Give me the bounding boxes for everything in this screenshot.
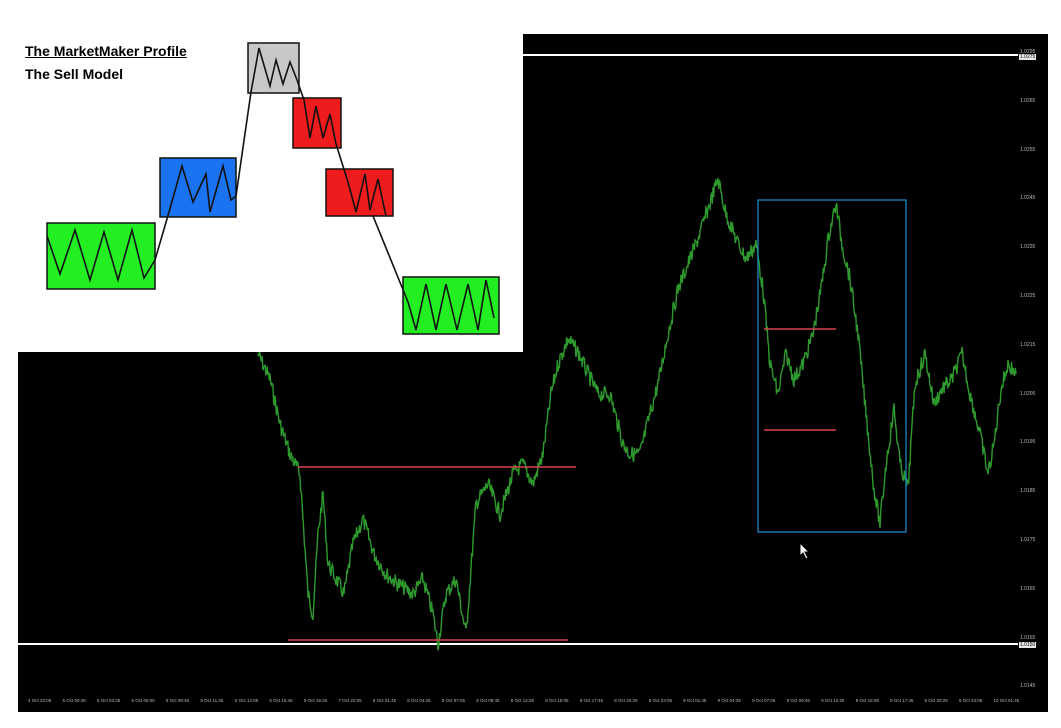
price-tick-label: 1.0255 (1020, 146, 1036, 153)
accumulation-zigzag (46, 226, 156, 283)
price-tick-label: 1.0205 (1020, 390, 1036, 397)
price-tick-label: 1.0295 (1020, 49, 1036, 55)
time-tick-label: 9 Oct 07:05 (752, 698, 776, 703)
time-tick-label: 9 Oct 20:25 (924, 698, 948, 703)
model-subtitle: The Sell Model (25, 66, 124, 82)
accumulation-box (46, 222, 156, 290)
time-tick-label: 5 Oct 08:45 (165, 698, 190, 703)
markdown-box-1 (292, 97, 342, 149)
markdown-zigzag-2 (347, 173, 387, 217)
price-tick-label: 1.0165 (1020, 585, 1036, 592)
price-marker-label: 1.0150 (1019, 642, 1037, 648)
connector-line (372, 215, 409, 303)
time-tick-label: 5 Oct 11:25 (200, 698, 224, 703)
time-tick-label: 9 Oct 12:25 (821, 698, 845, 703)
connector-line (335, 143, 349, 183)
time-tick-label: 5 Oct 00:45 (62, 698, 86, 703)
markup-box (159, 157, 237, 218)
time-tick-label: 9 Oct 04:25 (717, 698, 741, 703)
connector-line (154, 211, 170, 261)
markdown-zigzag-1 (303, 99, 337, 145)
price-axis: 1.0295 1.0265 1.0255 1.0245 1.0235 1.0225 1.02… (1018, 34, 1048, 712)
top-zigzag (250, 47, 298, 93)
time-tick-label: 9 Oct 09:45 (786, 698, 810, 703)
time-tick-label: 8 Oct 15:05 (545, 698, 569, 703)
time-axis: 4 Oct 22:05 5 Oct 00:45 5 Oct 03:25 5 Oct 0… (18, 694, 1020, 712)
highlight-box[interactable] (757, 199, 907, 533)
connector-line (235, 91, 252, 197)
time-tick-label: 9 Oct 15:05 (855, 698, 879, 703)
time-tick-label: 5 Oct 06:05 (131, 698, 155, 703)
time-tick-label: 9 Oct 01:45 (683, 698, 707, 703)
time-tick-label: 8 Oct 20:25 (614, 698, 638, 703)
time-tick-label: 8 Oct 17:45 (579, 698, 603, 703)
price-tick-label: 1.0225 (1020, 293, 1036, 299)
distribution-zigzag (407, 279, 495, 331)
price-tick-label: 1.0155 (1020, 634, 1036, 641)
time-tick-label: 8 Oct 09:45 (476, 698, 500, 703)
price-tick-label: 1.0185 (1020, 488, 1036, 495)
mouse-cursor-icon (799, 542, 811, 560)
time-tick-label: 8 Oct 07:05 (441, 698, 466, 703)
price-tick-label: 1.0215 (1020, 341, 1036, 348)
time-tick-label: 8 Oct 12:25 (510, 698, 535, 703)
time-tick-label: 5 Oct 03:25 (96, 698, 121, 703)
time-tick-label: 5 Oct 16:45 (269, 698, 293, 703)
price-tick-label: 1.0145 (1020, 683, 1036, 690)
price-line (257, 177, 1017, 651)
time-tick-label: 5 Oct 19:25 (303, 698, 328, 703)
sell-model-diagram (46, 42, 500, 335)
price-chart-canvas (18, 54, 1018, 651)
price-marker-label: 1.0275 (1019, 54, 1037, 60)
price-tick-label: 1.0235 (1020, 244, 1036, 251)
price-tick-label: 1.0245 (1020, 195, 1036, 202)
time-tick-label: 5 Oct 14:05 (234, 698, 259, 703)
markup-zigzag (168, 162, 237, 213)
time-tick-label: 7 Oct 22:05 (338, 698, 362, 703)
marketmaker-model-panel: The MarketMaker Profile The Sell Model (18, 34, 523, 352)
model-title: The MarketMaker Profile (25, 43, 187, 59)
connector-line (296, 79, 305, 101)
time-tick-label: 8 Oct 04:25 (407, 698, 431, 703)
markdown-box-2 (325, 168, 394, 217)
time-tick-label: 10 Oct 01:45 (993, 698, 1020, 703)
time-tick-label: 9 Oct 17:45 (890, 698, 914, 703)
time-tick-label: 4 Oct 22:05 (28, 698, 52, 703)
price-tick-label: 1.0265 (1020, 97, 1036, 104)
price-tick-label: 1.0175 (1020, 537, 1036, 543)
time-tick-label: 8 Oct 01:45 (372, 698, 397, 703)
time-tick-label: 8 Oct 23:05 (648, 698, 672, 703)
price-tick-label: 1.0195 (1020, 439, 1036, 446)
time-tick-label: 9 Oct 23:05 (959, 698, 983, 703)
